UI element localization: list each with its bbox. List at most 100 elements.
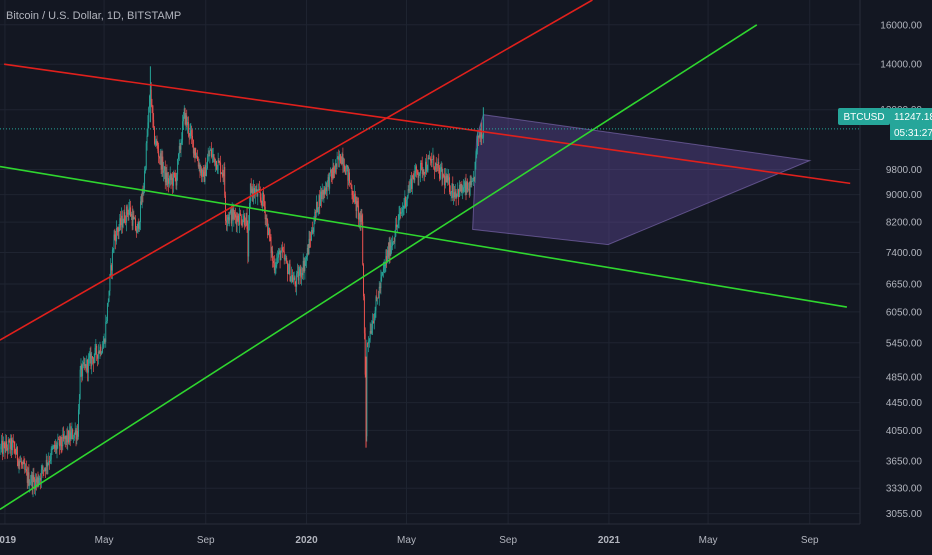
candle-body [106, 320, 108, 322]
price-tick-label: 4450.00 [886, 398, 923, 409]
time-tick-label: 2020 [295, 535, 318, 546]
candle-body [122, 222, 124, 228]
candle-body [362, 221, 364, 265]
candle-body [138, 221, 140, 229]
price-tick-label: 9000.00 [886, 190, 923, 201]
candle-body [327, 177, 329, 182]
candle-body [360, 215, 362, 222]
candle-body [0, 446, 2, 450]
candle-body [93, 357, 95, 364]
candle-body [478, 134, 480, 138]
candle-body [283, 251, 285, 260]
candle-body [364, 333, 366, 375]
candle-body [204, 165, 206, 182]
candle-body [258, 189, 260, 192]
candle-body [468, 188, 469, 190]
candle-body [271, 251, 273, 254]
candle-body [160, 153, 162, 170]
candle-body [356, 201, 358, 212]
candle-body [299, 268, 301, 275]
candle-body [287, 262, 288, 275]
time-axis[interactable]: 2019 May Sep 2020 May Sep 2021 May Sep [0, 523, 860, 546]
candle-body [164, 166, 166, 183]
candle-body [357, 201, 359, 206]
candle-body [294, 277, 296, 285]
candle-body [476, 148, 478, 152]
candle-body [248, 223, 250, 257]
candle-body [188, 133, 190, 136]
candle-body [298, 274, 300, 281]
candle-body [82, 364, 84, 377]
candle-body [344, 165, 345, 172]
candle-body [220, 162, 222, 175]
candle-body [244, 225, 246, 227]
candle-body [63, 436, 65, 439]
candle-body [413, 177, 415, 181]
candle-body [355, 196, 357, 212]
candle-body [183, 108, 185, 117]
candle-body [339, 154, 341, 164]
candle-body [368, 341, 369, 344]
candle-body [296, 271, 298, 274]
candle-body [463, 187, 464, 192]
candle-body [206, 160, 208, 169]
candle-body [163, 166, 165, 171]
candle-body [182, 116, 184, 122]
candle-body [382, 272, 383, 276]
candle-body [312, 231, 314, 233]
candle-body [269, 236, 271, 238]
candle-body [87, 358, 89, 373]
candle-body [337, 157, 339, 159]
candle-body [201, 169, 203, 177]
candle-body [377, 297, 379, 299]
candle-body [434, 168, 436, 171]
candle-body [73, 433, 75, 438]
candle-body [307, 247, 309, 255]
candle-body [482, 137, 483, 139]
candle-body [390, 247, 392, 256]
candle-body [252, 188, 254, 197]
candle-body [166, 172, 168, 186]
candle-body [118, 227, 120, 232]
candle-body [5, 441, 7, 453]
candle-body [361, 215, 363, 222]
candle-body [229, 213, 231, 221]
candle-body [72, 429, 74, 439]
grid-lines [0, 0, 860, 524]
candle-body [174, 175, 176, 178]
candle-body [422, 169, 424, 174]
candle-body [306, 256, 307, 260]
candle-body [345, 167, 347, 175]
candle-body [201, 168, 203, 177]
candle-body [261, 200, 263, 207]
candle-body [386, 256, 388, 262]
candle-body [151, 104, 153, 106]
candle-body [198, 164, 200, 167]
candle-body [168, 178, 170, 184]
candle-body [263, 192, 265, 201]
candle-body [40, 469, 42, 481]
candle-body [207, 155, 209, 161]
candle-body [111, 265, 112, 271]
price-tick-label: 16000.00 [880, 20, 922, 31]
candle-body [128, 208, 130, 215]
candle-body [25, 469, 27, 471]
candle-body [382, 268, 384, 273]
candle-body [65, 435, 67, 440]
candle-body [379, 286, 381, 289]
candle-body [111, 249, 113, 271]
candle-body [38, 480, 40, 484]
price-axis[interactable]: 3055.00 3330.00 3650.00 4050.00 4450.00 4850.… [859, 0, 923, 524]
candle-body [139, 222, 141, 229]
candle-body [394, 236, 396, 242]
candle-body [239, 213, 241, 225]
candle-body [447, 175, 449, 181]
candle-body [401, 212, 403, 214]
candle-body [439, 167, 441, 179]
candle-body [210, 149, 212, 151]
candle-body [358, 205, 360, 220]
candle-body [351, 187, 353, 196]
candle-body [343, 165, 345, 167]
candle-body [76, 431, 78, 440]
